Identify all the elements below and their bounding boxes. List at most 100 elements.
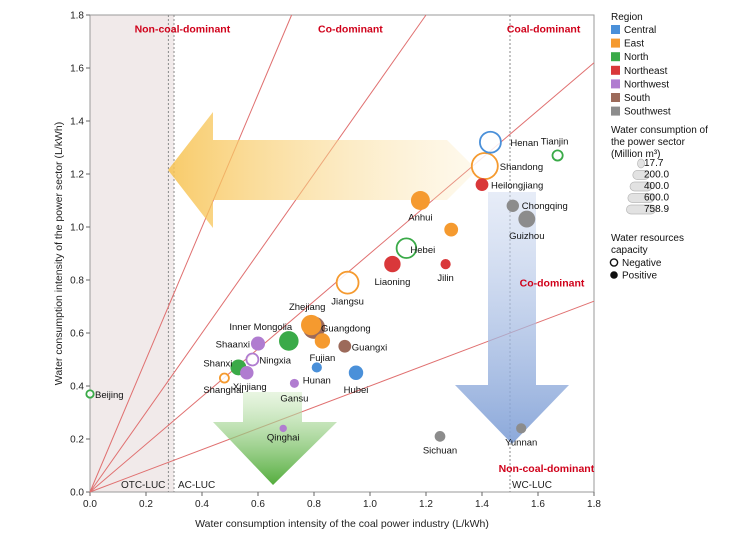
x-tick-label: 1.2 [419, 499, 433, 510]
legend-negative-marker [609, 258, 619, 267]
zone-label: Non-coal-dominant [499, 463, 595, 475]
legend-swatch-east [611, 38, 620, 48]
point-qinghai [279, 424, 287, 433]
point-label: Fujian [309, 353, 335, 364]
y-tick-label: 0.4 [70, 382, 84, 393]
point-anhui [410, 191, 430, 210]
legend-swatch-southwest [611, 106, 620, 116]
y-tick-label: 1.2 [70, 170, 84, 181]
point-label: Hebei [410, 245, 435, 256]
legend-size-label: 400.0 [644, 181, 669, 192]
point-label: Heilongjiang [491, 181, 543, 192]
point-label: Xinjiang [233, 382, 267, 393]
point-label: Jilin [437, 273, 453, 284]
y-tick-label: 0.0 [70, 488, 84, 499]
legend-size-marker [632, 170, 650, 180]
point-heilongjiang [475, 178, 489, 191]
legend-swatch-north [611, 52, 620, 62]
legend-size-label: 200.0 [644, 170, 669, 181]
point-xinjiang [240, 366, 254, 380]
y-tick-label: 1.6 [70, 64, 84, 75]
legend: Region Central East North Northeast Northwes… [609, 12, 708, 282]
legend-capacity-label: Positive [622, 271, 657, 282]
plot-frame [89, 14, 595, 493]
legend-size-label: 758.9 [644, 204, 669, 215]
point-guizhou [518, 210, 536, 228]
point-label: Guangdong [321, 324, 371, 335]
point-label: Qinghai [267, 432, 300, 443]
point-hebei [395, 237, 418, 259]
point-jiangsu [335, 270, 360, 295]
legend-size-title: the power sector [611, 137, 686, 148]
legend-positive-marker [610, 271, 618, 279]
legend-region-title: Region [611, 12, 643, 23]
point-label: Henan [510, 138, 538, 149]
point-label: Liaoning [374, 277, 410, 288]
x-tick-label: 1.4 [475, 499, 489, 510]
point-label: Hunan [303, 375, 331, 386]
y-tick-label: 0.8 [70, 276, 84, 287]
point-shaanxi [250, 336, 266, 351]
zone-label: Non-coal-dominant [135, 23, 231, 35]
point-label: Gansu [280, 393, 308, 404]
point-jilin [440, 259, 451, 270]
point-label: Shandong [500, 162, 543, 173]
luc-label: AC-LUC [178, 480, 215, 491]
point-label: Ningxia [259, 356, 291, 367]
zone-label: Co-dominant [318, 23, 383, 35]
point-label: Anhui [408, 213, 432, 224]
zone-labels: Non-coal-dominant Co-dominant Coal-dominan… [135, 23, 595, 475]
legend-swatch-south [611, 93, 620, 102]
point-label: Inner Mongolia [229, 322, 293, 333]
point-label: Zhejiang [289, 302, 325, 313]
point-label: Jiangsu [331, 297, 364, 308]
point-label: Shanxi [203, 358, 232, 369]
point-sichuan [434, 431, 446, 442]
legend-region-label: East [624, 39, 644, 50]
point-label: Beijing [95, 390, 124, 401]
point-label: Guangxi [352, 342, 387, 353]
legend-capacity-label: Negative [622, 258, 662, 269]
point-label: Guizhou [509, 231, 544, 242]
point-label: Shanghai [203, 385, 243, 396]
point-hunan [311, 362, 322, 373]
y-tick-label: 0.2 [70, 435, 84, 446]
point-zhejiang [301, 314, 322, 336]
legend-region-label: Northwest [624, 79, 669, 90]
otc-shade [90, 15, 174, 492]
legend-size-title: (Million m³) [611, 149, 660, 160]
point-liaoning [384, 255, 401, 273]
point-shandong [470, 152, 499, 180]
point-label: Tianjin [541, 136, 569, 147]
point-label: Hubei [344, 385, 369, 396]
point-label: Shaanxi [216, 340, 250, 351]
point-gansu [289, 378, 299, 388]
legend-size-marker [637, 158, 645, 169]
legend-capacity-title: capacity [611, 245, 648, 256]
legend-size-label: 17.7 [644, 158, 664, 169]
x-tick-label: 1.0 [363, 499, 377, 510]
down-green-arrow [213, 392, 337, 485]
ratio-reference-line [89, 14, 427, 493]
point-ningxia [245, 352, 260, 367]
legend-size-marker [627, 193, 655, 203]
point-shanghai [218, 372, 230, 384]
legend-size-marker [626, 204, 656, 215]
point-label: Yunnan [505, 437, 537, 448]
legend-swatch-northeast [611, 65, 620, 75]
point-hubei [348, 365, 364, 380]
legend-size-label: 600.0 [644, 193, 669, 204]
point-beijing [85, 389, 95, 399]
y-tick-label: 1.0 [70, 223, 84, 234]
point-inner-mongolia [279, 331, 299, 351]
axes: 0.0 0.2 0.4 0.6 0.8 1.0 1.2 1.4 1.6 1.8 0.0 0.2 0.4 0… [70, 11, 601, 511]
down-blue-arrow [455, 192, 569, 444]
point-fujian [314, 333, 331, 349]
legend-region-label: Southwest [624, 107, 671, 118]
point-chongqing [506, 199, 519, 212]
luc-label: OTC-LUC [121, 480, 165, 491]
left-yellow-arrow [168, 112, 477, 228]
point-label: Sichuan [423, 445, 457, 456]
